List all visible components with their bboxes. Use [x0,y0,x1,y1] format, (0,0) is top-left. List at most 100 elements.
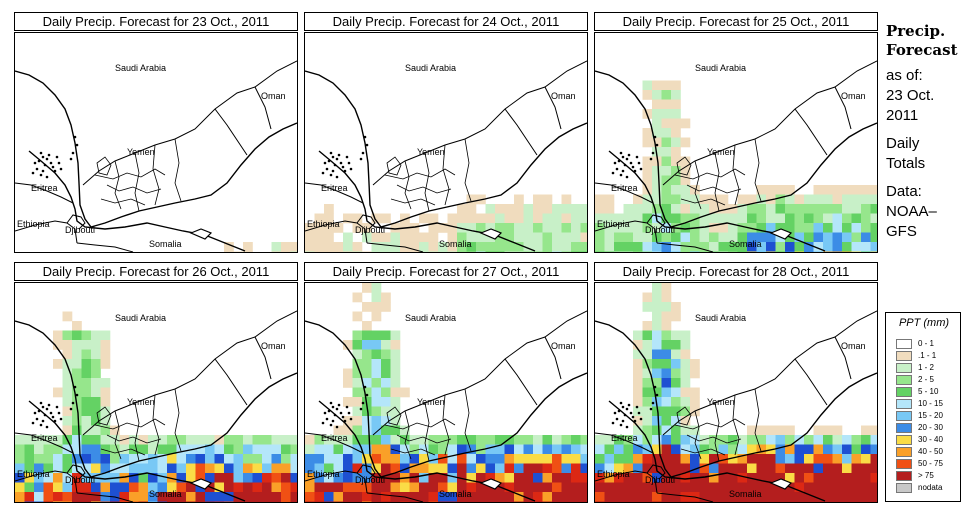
precip-cell [851,492,862,502]
precip-cell [756,435,767,445]
precip-cell [485,492,496,502]
country-border [544,86,562,130]
precip-cell [671,311,681,322]
precip-cell [661,425,672,436]
province-border [100,448,146,456]
precip-cell [699,501,710,502]
precip-cell [324,204,334,214]
precip-cell [129,444,139,455]
precip-cell [110,454,120,464]
country-border [66,464,86,480]
precip-cell [561,492,572,502]
precip-cell [419,251,429,252]
place-label-djibouti: Djibouti [645,225,676,235]
precip-cell [595,454,605,464]
province-border [96,406,112,426]
precip-cell [514,492,524,502]
precip-cell [400,213,410,224]
precip-cell [756,463,767,474]
precip-cell [804,501,814,502]
precip-cell [324,213,334,224]
province-border [680,448,726,456]
precip-cell [214,435,225,445]
precip-cell [595,194,605,205]
precip-cell [766,473,776,483]
precip-cell [333,435,344,445]
precip-cell [614,444,624,455]
place-label-ethiopia: Ethiopia [597,469,630,479]
island [41,169,45,173]
precip-cell [823,454,833,464]
precip-cell [785,501,795,502]
precip-cell [642,368,653,379]
precip-cell [428,492,439,502]
precip-cell [671,128,681,138]
precip-cell [737,213,748,224]
precip-cell [861,251,871,252]
precip-cell [110,425,120,436]
precip-cell [718,492,729,502]
precip-cell [343,340,353,350]
precip-cell [804,242,814,252]
precip-cell [252,492,263,502]
province-border [442,394,450,456]
precip-cell [842,473,852,483]
precip-cell [72,406,82,417]
precip-cell [737,463,748,474]
precip-cell [343,368,353,379]
precip-cell [495,223,505,233]
province-border [174,388,182,452]
precip-cell [224,482,234,493]
precip-cell [148,435,158,445]
legend-label: 10 - 15 [918,399,943,408]
precip-cell [794,251,805,252]
precip-cell [314,492,325,502]
precip-cell [813,444,824,455]
precip-cell [167,463,177,474]
precip-cell [661,311,672,322]
precip-cell [53,359,63,369]
legend-label: 1 - 2 [918,363,935,372]
precip-cell [343,463,353,474]
precip-cell [604,444,615,455]
precip-cell [523,223,534,233]
precip-cell [785,425,795,436]
precip-cell [514,242,524,252]
precip-cell [428,482,439,493]
precip-cell [466,204,477,214]
precip-cell [81,349,92,360]
island [637,161,641,165]
precip-cell [362,321,372,331]
precip-cell [794,482,805,493]
caption-asof: as of: [886,67,923,84]
precip-cell [823,251,833,252]
precip-cell [642,175,653,186]
precip-cell [224,463,234,474]
country-border [794,358,828,406]
precip-grid [224,242,297,252]
precip-cell [53,435,63,445]
country-border [834,336,852,380]
precip-cell [813,242,824,252]
precip-cell [728,482,738,493]
precip-cell [661,213,672,224]
precip-cell [371,406,382,417]
precip-cell [362,444,372,455]
precip-cell [100,425,111,436]
precip-cell [671,378,681,388]
precip-cell [466,213,477,224]
precip-cell [690,397,700,407]
precip-cell [324,444,334,455]
precip-cell [699,463,710,474]
precip-cell [523,251,534,252]
precip-cell [804,435,814,445]
caption-title-line2: Forecast [886,41,958,59]
precip-cell [428,213,439,224]
precip-cell [290,492,297,502]
forecast-caption: Precip. Forecast as of: 23 Oct. 2011 Dai… [886,22,968,242]
precip-cell [324,473,334,483]
precip-cell [428,251,439,252]
precip-cell [804,454,814,464]
precip-cell [62,463,73,474]
precip-cell [281,501,291,502]
